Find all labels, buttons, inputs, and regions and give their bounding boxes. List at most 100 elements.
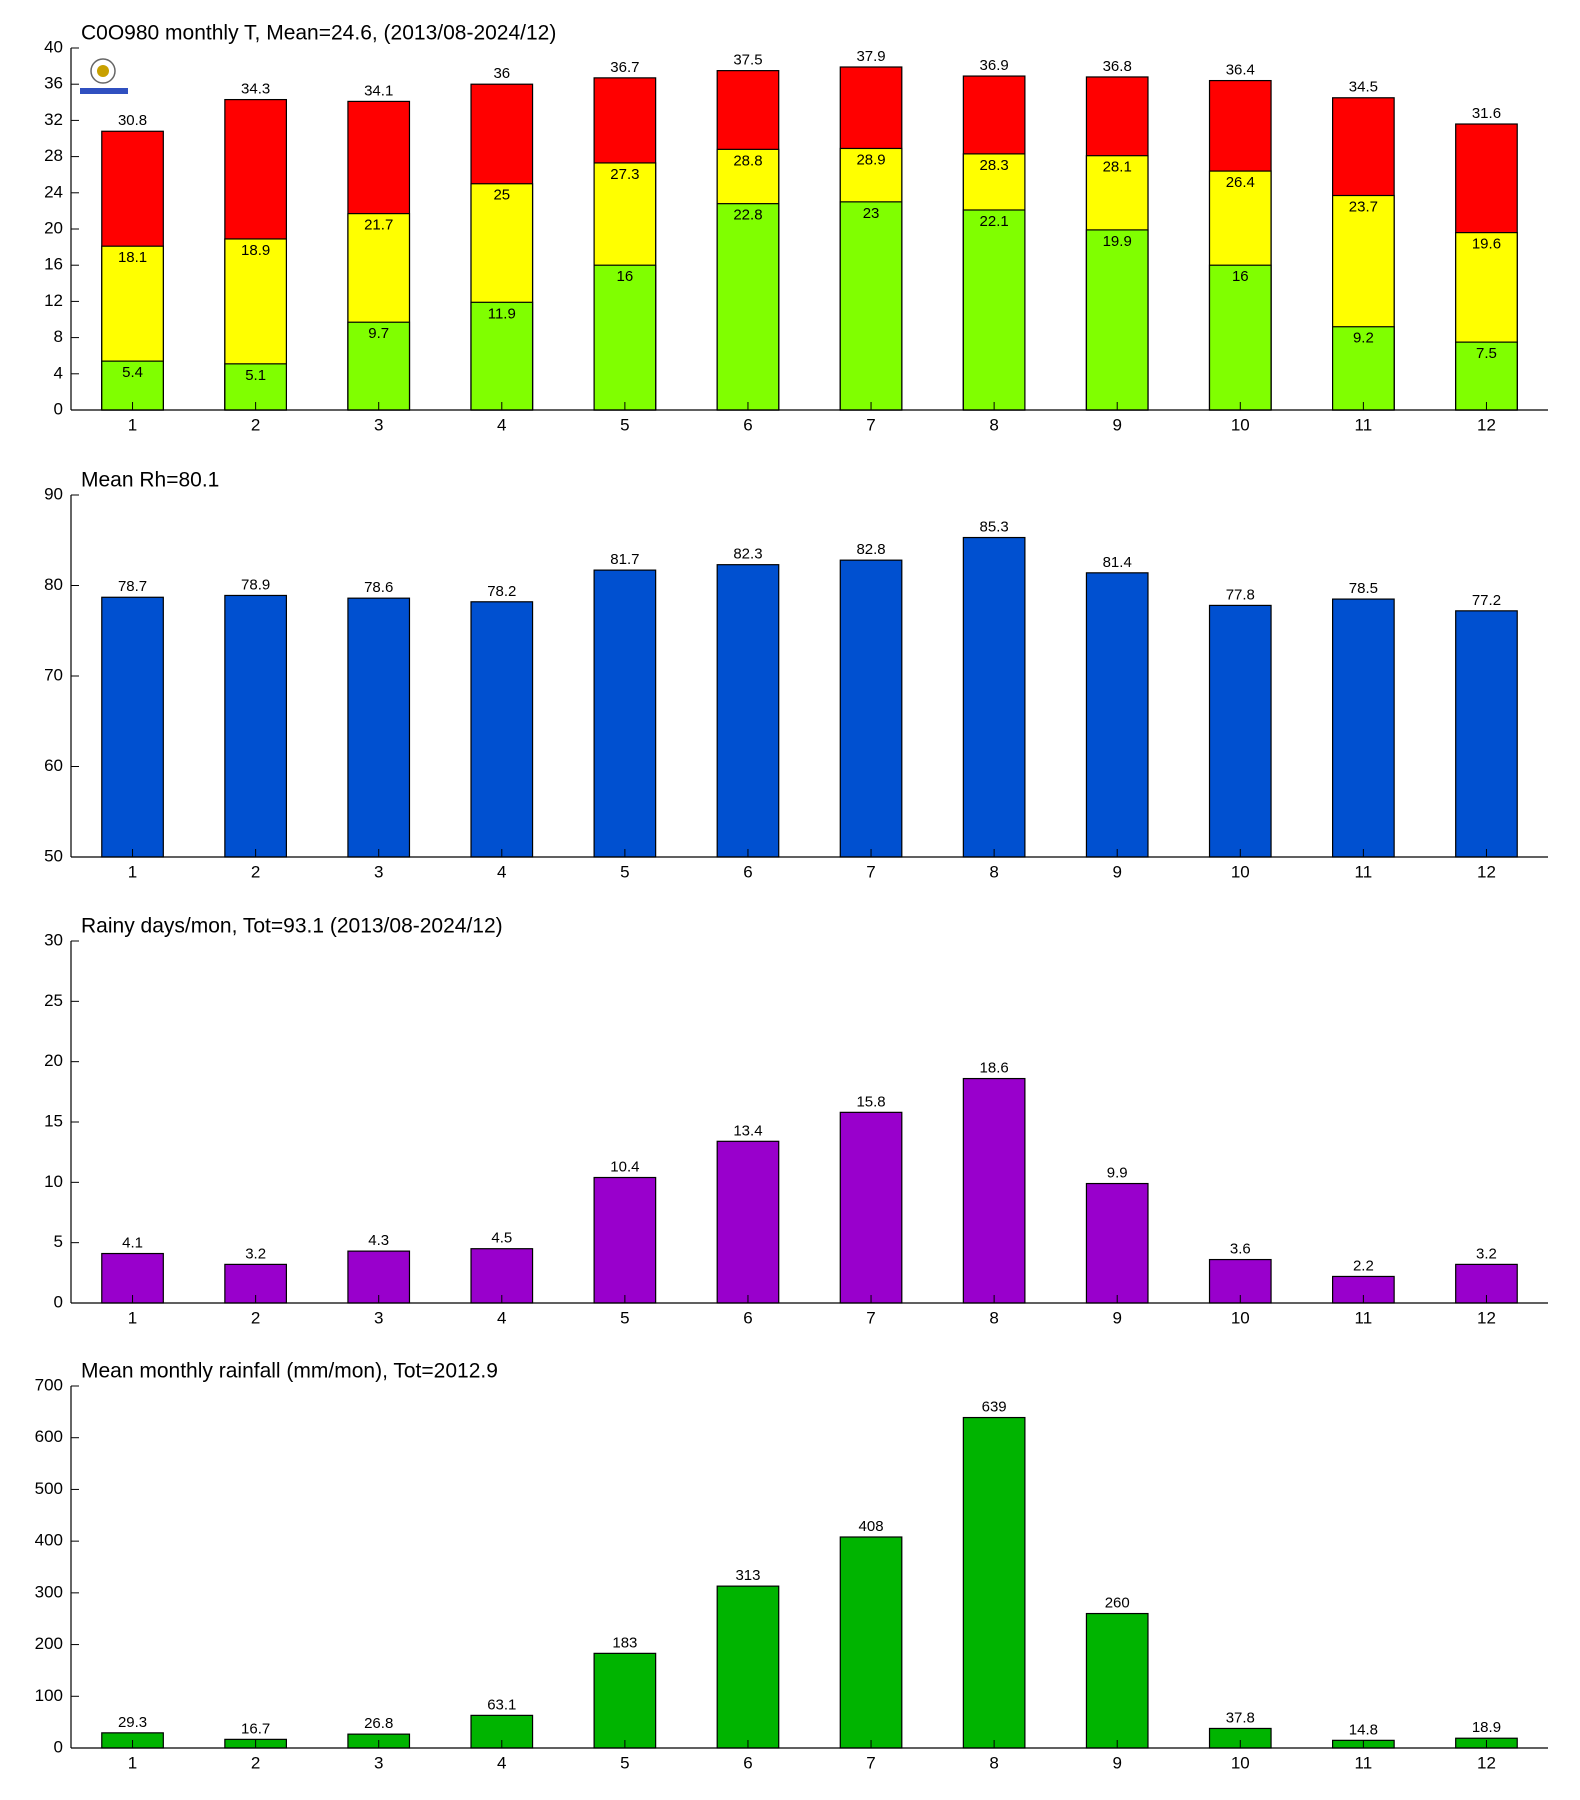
value-label: 22.1 — [980, 213, 1009, 230]
value-label: 27.3 — [610, 166, 639, 183]
bar — [1455, 610, 1518, 858]
x-tick-label: 7 — [866, 862, 875, 881]
chart-title: Mean monthly rainfall (mm/mon), Tot=2012… — [81, 1360, 498, 1383]
y-tick-label: 500 — [35, 1479, 63, 1498]
value-label: 28.1 — [1103, 159, 1132, 176]
bar — [1332, 1275, 1395, 1304]
x-tick-label: 10 — [1231, 1308, 1250, 1327]
value-label: 82.3 — [733, 546, 762, 563]
bar — [101, 1252, 164, 1304]
bar — [593, 264, 657, 411]
y-tick-label: 70 — [44, 665, 63, 684]
x-tick-label: 9 — [1112, 862, 1121, 881]
value-label: 4.3 — [368, 1232, 389, 1249]
x-tick-label: 6 — [743, 1753, 752, 1772]
x-tick-label: 2 — [251, 1308, 260, 1327]
value-label: 26.8 — [364, 1715, 393, 1732]
bar — [1332, 598, 1395, 858]
value-label: 19.6 — [1472, 236, 1501, 253]
y-tick-label: 12 — [44, 291, 63, 310]
y-tick-label: 300 — [35, 1582, 63, 1601]
value-label: 28.3 — [980, 157, 1009, 174]
x-tick-label: 10 — [1231, 1753, 1250, 1772]
y-tick-label: 28 — [44, 146, 63, 165]
x-tick-label: 1 — [128, 1753, 137, 1772]
value-label: 313 — [735, 1567, 760, 1584]
bar — [962, 1077, 1026, 1304]
chart-title: C0O980 monthly T, Mean=24.6, (2013/08-20… — [81, 22, 556, 45]
value-label: 82.8 — [856, 541, 885, 558]
value-label: 36.9 — [980, 57, 1009, 74]
value-label: 9.9 — [1107, 1165, 1128, 1182]
value-label: 9.2 — [1353, 330, 1374, 347]
x-tick-label: 8 — [989, 415, 998, 434]
x-tick-label: 5 — [620, 862, 629, 881]
value-label: 36 — [493, 65, 510, 82]
value-label: 9.7 — [368, 325, 389, 342]
x-tick-label: 8 — [989, 1753, 998, 1772]
y-tick-label: 90 — [44, 484, 63, 503]
value-label: 21.7 — [364, 217, 393, 234]
value-label: 77.8 — [1226, 586, 1255, 603]
x-tick-label: 3 — [374, 862, 383, 881]
value-label: 260 — [1105, 1595, 1130, 1612]
bar — [962, 209, 1026, 411]
y-tick-label: 0 — [54, 399, 63, 418]
x-tick-label: 5 — [620, 415, 629, 434]
value-label: 23 — [863, 205, 880, 222]
logo — [80, 58, 128, 94]
x-tick-label: 4 — [497, 415, 506, 434]
x-tick-label: 2 — [251, 1753, 260, 1772]
bar — [101, 360, 164, 411]
bar — [1332, 326, 1395, 411]
value-label: 5.1 — [245, 367, 266, 384]
value-label: 16 — [1232, 268, 1249, 285]
value-label: 85.3 — [980, 519, 1009, 536]
value-label: 183 — [612, 1634, 637, 1651]
value-label: 37.8 — [1226, 1709, 1255, 1726]
x-tick-label: 7 — [866, 1753, 875, 1772]
bar — [716, 203, 780, 411]
value-label: 16 — [617, 268, 634, 285]
x-tick-label: 6 — [743, 862, 752, 881]
value-label: 28.8 — [733, 152, 762, 169]
value-label: 5.4 — [122, 364, 143, 381]
y-tick-label: 50 — [44, 846, 63, 865]
y-tick-label: 0 — [54, 1737, 63, 1756]
x-tick-label: 4 — [497, 862, 506, 881]
y-tick-label: 36 — [44, 74, 63, 93]
x-tick-label: 11 — [1355, 1308, 1373, 1327]
value-label: 77.2 — [1472, 592, 1501, 609]
x-tick-label: 12 — [1477, 415, 1496, 434]
value-label: 4.5 — [491, 1230, 512, 1247]
value-label: 78.9 — [241, 576, 270, 593]
value-label: 34.1 — [364, 82, 393, 99]
x-tick-label: 12 — [1477, 862, 1496, 881]
bar — [347, 321, 411, 411]
value-label: 2.2 — [1353, 1257, 1374, 1274]
value-label: 15.8 — [856, 1093, 885, 1110]
bar — [716, 1140, 780, 1304]
bar — [839, 559, 903, 858]
x-tick-label: 9 — [1112, 1753, 1121, 1772]
bar — [1085, 1182, 1149, 1304]
bar — [593, 569, 657, 858]
bar — [962, 536, 1026, 858]
value-label: 4.1 — [122, 1234, 143, 1251]
bar — [593, 1652, 657, 1749]
x-tick-label: 2 — [251, 415, 260, 434]
bar — [716, 564, 780, 858]
value-label: 19.9 — [1103, 233, 1132, 250]
y-tick-label: 24 — [44, 182, 63, 201]
y-tick-label: 4 — [54, 363, 63, 382]
x-tick-label: 7 — [866, 1308, 875, 1327]
x-tick-label: 1 — [128, 1308, 137, 1327]
bar — [1455, 341, 1518, 411]
y-tick-label: 25 — [44, 991, 63, 1010]
bar — [962, 1416, 1026, 1749]
value-label: 11.9 — [488, 305, 516, 322]
x-tick-label: 9 — [1112, 415, 1121, 434]
value-label: 81.7 — [610, 551, 639, 568]
y-tick-label: 20 — [44, 1051, 63, 1070]
